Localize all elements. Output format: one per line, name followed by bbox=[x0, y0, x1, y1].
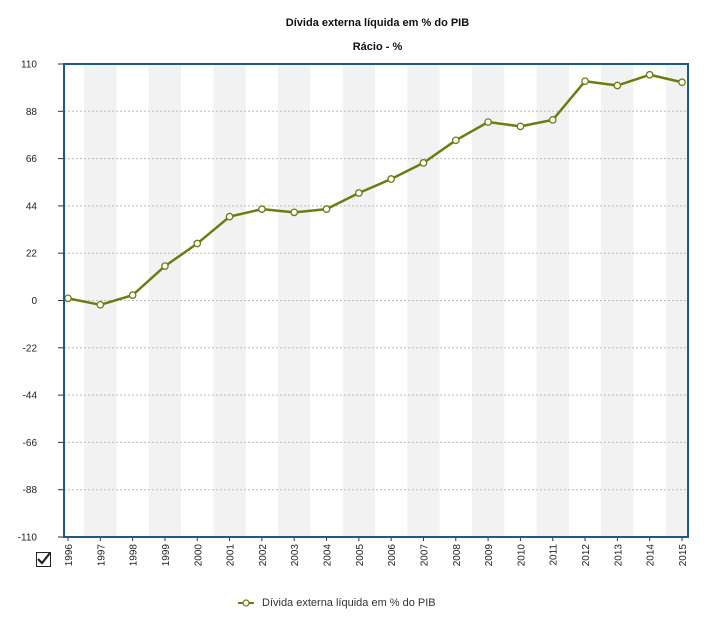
data-point bbox=[161, 262, 169, 270]
data-point bbox=[354, 189, 363, 197]
y-tick-label: 22 bbox=[26, 249, 38, 260]
x-tick-label: 2004 bbox=[323, 544, 334, 567]
data-point bbox=[322, 205, 331, 213]
data-point bbox=[678, 78, 686, 87]
x-tick-label: 2002 bbox=[258, 544, 269, 567]
data-point bbox=[96, 300, 105, 309]
data-point bbox=[225, 212, 234, 221]
y-tick-label: -66 bbox=[23, 438, 38, 449]
x-tick-label: 1996 bbox=[64, 544, 75, 567]
x-tick-label: 2012 bbox=[581, 544, 592, 567]
legend-swatch-icon bbox=[238, 599, 254, 607]
x-tick-label: 2013 bbox=[613, 544, 624, 567]
data-point bbox=[548, 116, 557, 124]
y-tick-label: 66 bbox=[26, 154, 38, 165]
y-tick-label: -44 bbox=[23, 391, 38, 402]
plot-border bbox=[63, 63, 689, 538]
y-tick-label: 44 bbox=[26, 201, 38, 212]
data-point bbox=[290, 208, 299, 217]
y-tick-label: 110 bbox=[21, 60, 37, 71]
y-tick-label: -22 bbox=[23, 343, 38, 354]
x-tick-label: 1999 bbox=[161, 544, 172, 567]
x-tick-label: 2008 bbox=[452, 544, 463, 567]
data-point bbox=[484, 118, 492, 126]
data-point bbox=[387, 175, 396, 183]
data-point bbox=[419, 159, 428, 167]
x-tick-label: 2009 bbox=[484, 544, 495, 567]
x-tick-label: 2006 bbox=[387, 544, 398, 567]
data-point bbox=[128, 291, 137, 299]
data-point bbox=[64, 294, 72, 303]
data-point bbox=[613, 81, 622, 90]
data-point bbox=[581, 77, 589, 86]
x-tick-label: 2001 bbox=[226, 544, 237, 567]
x-tick-label: 2011 bbox=[549, 544, 560, 566]
data-point bbox=[451, 136, 460, 145]
chart-subtitle: Rácio - % bbox=[352, 41, 403, 53]
x-tick-label: 2000 bbox=[193, 544, 204, 567]
x-tick-label: 2003 bbox=[290, 544, 301, 567]
chart-title: Dívida externa líquida em % do PIB bbox=[285, 17, 470, 29]
y-tick-label: -110 bbox=[18, 533, 38, 544]
data-point bbox=[645, 70, 654, 79]
x-tick-label: 2005 bbox=[355, 544, 366, 567]
x-tick-label: 2015 bbox=[678, 544, 689, 567]
x-tick-label: 1997 bbox=[96, 544, 107, 567]
checkbox-checked-icon[interactable] bbox=[36, 552, 51, 567]
y-tick-label: 0 bbox=[31, 296, 37, 307]
x-tick-label: 2010 bbox=[516, 544, 527, 567]
series-line bbox=[67, 73, 683, 307]
y-tick-label: 88 bbox=[26, 107, 38, 118]
y-tick-label: -88 bbox=[23, 485, 38, 496]
x-tick-label: 2007 bbox=[419, 544, 430, 567]
data-point bbox=[516, 122, 525, 131]
x-tick-label: 2014 bbox=[646, 544, 657, 567]
data-point bbox=[193, 239, 202, 248]
band-shade bbox=[342, 64, 375, 537]
chart-legend[interactable]: Dívida externa líquida em % do PIB bbox=[238, 597, 436, 609]
x-tick-label: 1998 bbox=[129, 544, 140, 567]
legend-label: Dívida externa líquida em % do PIB bbox=[262, 597, 436, 609]
data-point bbox=[258, 205, 266, 213]
